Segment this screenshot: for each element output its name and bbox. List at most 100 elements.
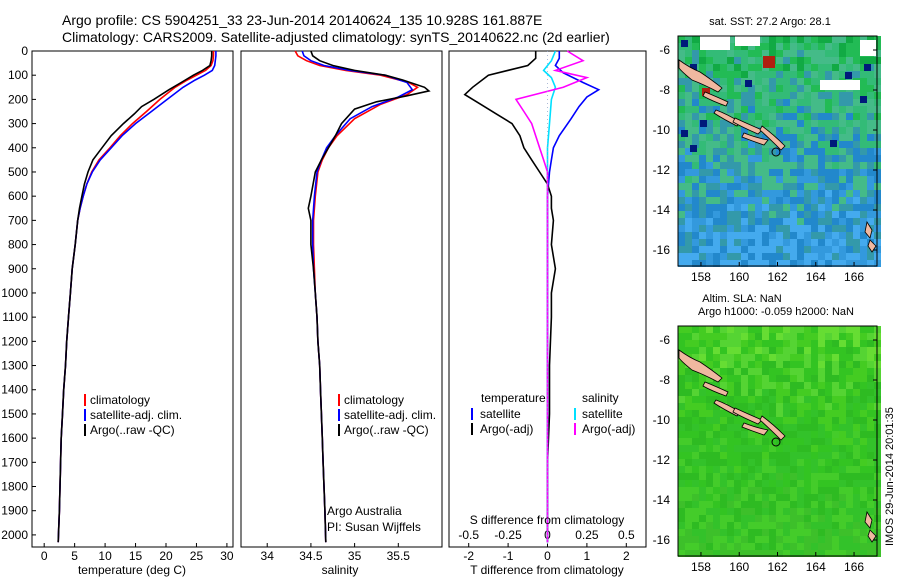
- field-cell: [727, 169, 734, 176]
- field-cell: [804, 183, 811, 190]
- field-cell: [839, 218, 846, 225]
- field-cell: [797, 396, 804, 403]
- field-cell: [699, 529, 706, 536]
- field-cell: [776, 183, 783, 190]
- field-cell: [776, 246, 783, 253]
- field-cell: [790, 141, 797, 148]
- field-cell: [846, 403, 853, 410]
- field-cell: [832, 57, 839, 64]
- field-cell: [853, 36, 860, 43]
- y-tick-label: 1700: [1, 455, 28, 469]
- field-cell: [825, 452, 832, 459]
- field-cell: [811, 368, 818, 375]
- field-cell: [706, 183, 713, 190]
- field-cell: [783, 85, 790, 92]
- field-cell: [853, 389, 860, 396]
- field-cell: [741, 396, 748, 403]
- field-cell: [769, 239, 776, 246]
- field-cell: [776, 99, 783, 106]
- field-cell: [797, 211, 804, 218]
- field-cell: [720, 183, 727, 190]
- field-cell: [748, 550, 755, 557]
- field-cell: [846, 155, 853, 162]
- field-cell: [776, 543, 783, 550]
- field-cell: [839, 354, 846, 361]
- field-cell: [776, 253, 783, 260]
- field-cell: [713, 445, 720, 452]
- field-cell: [748, 232, 755, 239]
- field-cell: [846, 260, 853, 267]
- field-cell: [699, 106, 706, 113]
- field-cell: [825, 134, 832, 141]
- field-cell: [853, 396, 860, 403]
- field-cell: [713, 466, 720, 473]
- field-cell: [790, 85, 797, 92]
- field-cell: [685, 162, 692, 169]
- field-cell: [804, 459, 811, 466]
- field-cell: [804, 326, 811, 333]
- field-cell: [692, 197, 699, 204]
- field-cell: [713, 543, 720, 550]
- field-cell: [748, 204, 755, 211]
- field-cell: [706, 333, 713, 340]
- field-cell: [832, 176, 839, 183]
- field-cell: [867, 218, 874, 225]
- field-cell: [685, 417, 692, 424]
- field-cell: [748, 326, 755, 333]
- field-cell: [804, 127, 811, 134]
- field-cell: [790, 232, 797, 239]
- field-cell: [734, 232, 741, 239]
- field-cell: [692, 445, 699, 452]
- field-cell: [867, 134, 874, 141]
- field-cell: [727, 501, 734, 508]
- sst-land: [678, 59, 877, 253]
- field-cell: [748, 43, 755, 50]
- field-cell: [846, 382, 853, 389]
- field-cell: [811, 106, 818, 113]
- field-cell: [853, 424, 860, 431]
- field-cell: [867, 120, 874, 127]
- field-cell: [685, 176, 692, 183]
- field-cell: [700, 120, 707, 127]
- field-cell: [853, 326, 860, 333]
- field-cell: [776, 368, 783, 375]
- field-cell: [797, 57, 804, 64]
- sla-map-title-line2: Argo h1000: -0.059 h2000: NaN: [698, 306, 854, 318]
- field-cell: [853, 71, 860, 78]
- field-cell: [678, 508, 685, 515]
- field-cell: [755, 218, 762, 225]
- field-cell: [804, 473, 811, 480]
- field-cell: [790, 473, 797, 480]
- field-cell: [783, 197, 790, 204]
- field-cell: [811, 536, 818, 543]
- field-cell: [846, 113, 853, 120]
- field-cell: [762, 403, 769, 410]
- field-cell: [839, 239, 846, 246]
- field-cell: [783, 225, 790, 232]
- field-cell: [720, 340, 727, 347]
- field-cell: [692, 424, 699, 431]
- field-cell: [678, 253, 685, 260]
- longitude-tick-label: 164: [806, 560, 826, 574]
- field-cell: [818, 127, 825, 134]
- field-cell: [748, 148, 755, 155]
- field-cell: [790, 239, 797, 246]
- field-cell: [860, 452, 867, 459]
- field-cell: [867, 494, 874, 501]
- field-cell: [762, 113, 769, 120]
- annotation-institution: Argo Australia: [327, 504, 402, 518]
- field-cell: [797, 340, 804, 347]
- field-cell: [706, 487, 713, 494]
- field-cell: [762, 501, 769, 508]
- field-cell: [839, 134, 846, 141]
- field-cell: [804, 487, 811, 494]
- field-cell: [839, 113, 846, 120]
- field-cell: [825, 438, 832, 445]
- field-cell: [685, 403, 692, 410]
- field-cell: [734, 78, 741, 85]
- y-tick-label: 200: [8, 92, 28, 106]
- field-cell: [860, 155, 867, 162]
- field-cell: [776, 494, 783, 501]
- field-cell: [797, 347, 804, 354]
- field-cell: [853, 417, 860, 424]
